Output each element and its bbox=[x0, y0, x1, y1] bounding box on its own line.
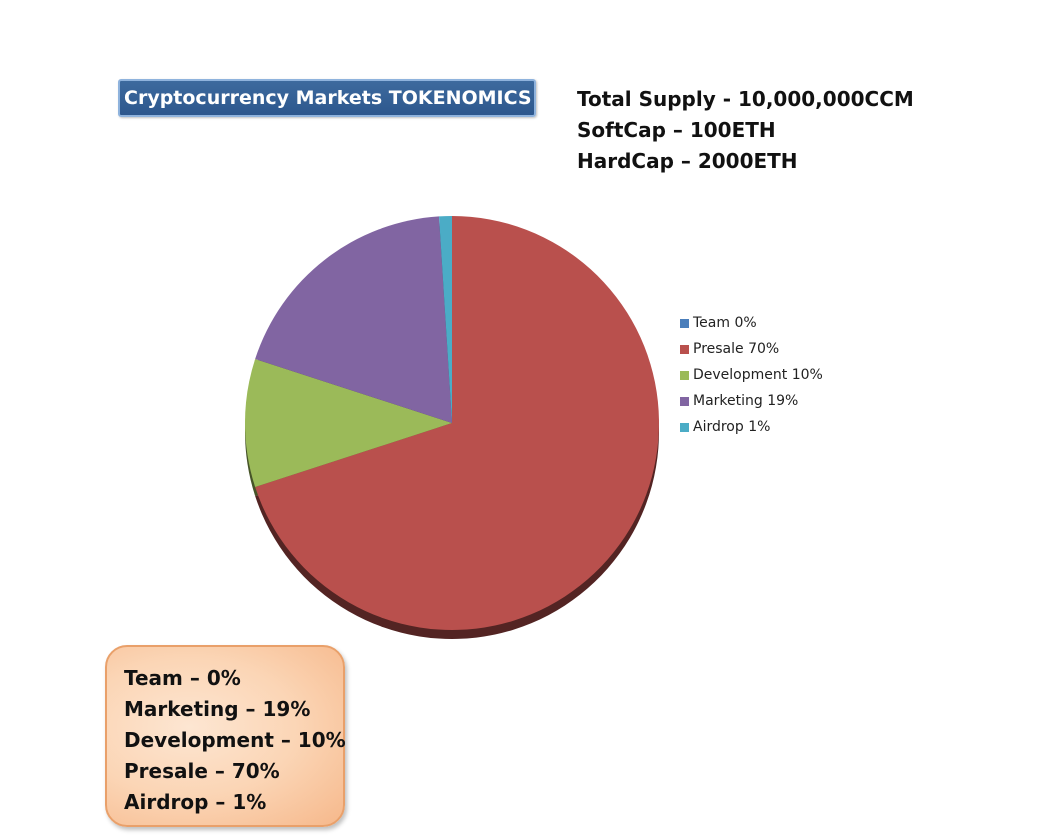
legend-swatch-development bbox=[680, 370, 689, 380]
legend-swatch-team bbox=[680, 318, 689, 328]
legend-label-development: Development 10% bbox=[693, 367, 823, 383]
summary-line-airdrop: Airdrop – 1% bbox=[124, 790, 267, 814]
legend-item-team: Team 0% bbox=[680, 310, 823, 336]
legend-swatch-marketing bbox=[680, 396, 689, 406]
legend-item-development: Development 10% bbox=[680, 362, 823, 388]
summary-line-presale: Presale – 70% bbox=[124, 759, 280, 783]
pie-slice-development bbox=[245, 359, 452, 487]
pie-slice-airdrop bbox=[439, 216, 452, 423]
legend-item-presale: Presale 70% bbox=[680, 336, 823, 362]
pie-slice-marketing bbox=[255, 216, 452, 423]
summary-line-team: Team – 0% bbox=[124, 666, 241, 690]
pie-slice-presale bbox=[255, 216, 660, 630]
total-supply-text: Total Supply - 10,000,000CCM bbox=[577, 87, 914, 111]
legend-label-marketing: Marketing 19% bbox=[693, 393, 799, 409]
legend-label-presale: Presale 70% bbox=[693, 341, 780, 357]
hardcap-text: HardCap – 2000ETH bbox=[577, 149, 798, 173]
legend-item-marketing: Marketing 19% bbox=[680, 388, 823, 414]
summary-box: Team – 0% Marketing – 19% Development – … bbox=[105, 645, 346, 827]
tokenomics-title: Cryptocurrency Markets TOKENOMICS bbox=[118, 79, 536, 117]
legend-label-airdrop: Airdrop 1% bbox=[693, 419, 771, 435]
summary-line-marketing: Marketing – 19% bbox=[124, 697, 311, 721]
summary-line-development: Development – 10% bbox=[124, 728, 346, 752]
legend-item-airdrop: Airdrop 1% bbox=[680, 414, 823, 440]
legend-label-team: Team 0% bbox=[693, 315, 757, 331]
legend-swatch-airdrop bbox=[680, 422, 689, 432]
softcap-text: SoftCap – 100ETH bbox=[577, 118, 776, 142]
legend-swatch-presale bbox=[680, 344, 689, 354]
supply-info: Total Supply - 10,000,000CCM SoftCap – 1… bbox=[577, 84, 914, 177]
chart-legend: Team 0% Presale 70% Development 10% Marketi… bbox=[680, 310, 823, 440]
